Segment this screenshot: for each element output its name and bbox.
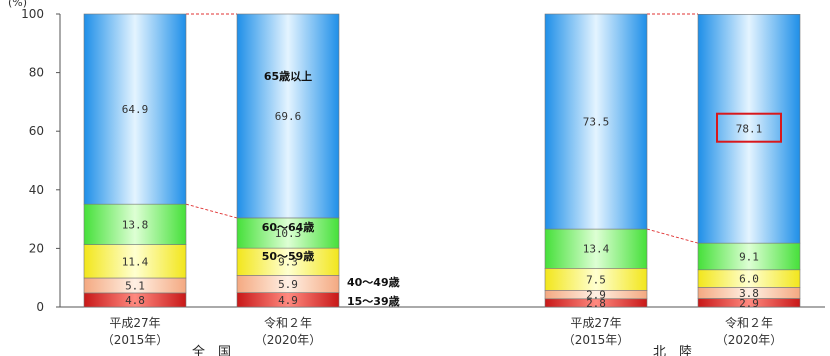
segment-value-label: 11.4 xyxy=(122,255,149,268)
segment-value-label: 4.9 xyxy=(278,294,298,307)
segment-value-label: 13.8 xyxy=(122,218,149,231)
segment-value-label: 73.5 xyxy=(583,116,610,129)
category-label-western: （2015年） xyxy=(563,333,630,347)
segment-value-label: 6.0 xyxy=(739,273,759,286)
segment-value-label: 2.9 xyxy=(739,297,759,310)
segment-value-label: 5.1 xyxy=(125,279,145,292)
segment-value-label: 9.3 xyxy=(278,256,298,269)
series-annotation: 60～64歳 xyxy=(262,220,315,234)
group-label: 北 陸 xyxy=(653,344,692,356)
category-label-year: 平成27年 xyxy=(109,316,160,330)
segment-value-label: 2.8 xyxy=(586,297,606,310)
bar-segment xyxy=(544,228,648,269)
segment-value-label: 5.9 xyxy=(278,278,298,291)
y-tick-label: 20 xyxy=(29,241,44,255)
annotations: 65歳以上 60～64歳 50～59歳 40～49歳 15～39歳 xyxy=(262,69,400,308)
y-axis: 0 20 40 60 80 100 xyxy=(21,7,825,314)
unit-label: (%) xyxy=(8,0,27,9)
segment-value-label: 7.5 xyxy=(586,273,606,286)
segment-value-label: 9.1 xyxy=(739,250,759,263)
series-annotation: 50～59歳 xyxy=(262,249,315,263)
segment-value-label: 2.9 xyxy=(586,289,606,302)
category-label-year: 平成27年 xyxy=(570,316,621,330)
segment-value-label: 10.3 xyxy=(275,227,302,240)
bar-segment xyxy=(697,242,801,271)
connector-line xyxy=(185,203,238,219)
highlight-box xyxy=(716,112,782,143)
series-annotation: 40～49歳 xyxy=(347,275,400,289)
segment-value-label: 4.8 xyxy=(125,294,145,307)
series-annotation: 65歳以上 xyxy=(264,69,312,83)
y-tick-label: 60 xyxy=(29,124,44,138)
group-labels: 全 国北 陸 xyxy=(192,344,692,356)
bar-stack: 2.93.86.0 9.1 78.1 xyxy=(697,13,801,310)
bar-segment xyxy=(697,13,801,244)
segment-value-label: 69.6 xyxy=(275,110,302,123)
y-tick-label: 40 xyxy=(29,183,44,197)
segment-value-label: 78.1 xyxy=(736,123,763,136)
bar-segment xyxy=(236,247,340,276)
group-label: 全 国 xyxy=(192,344,231,356)
category-label-western: （2020年） xyxy=(716,333,783,347)
y-tick-label: 100 xyxy=(21,7,44,21)
y-tick-label: 80 xyxy=(29,66,44,80)
category-label-year: 令和２年 xyxy=(264,315,312,330)
segment-value-label: 64.9 xyxy=(122,103,149,116)
series-annotation: 15～39歳 xyxy=(347,294,400,308)
bar-stack: 4.8 5.1 11.4 13.8 64.9 xyxy=(83,13,187,308)
category-labels: 平成27年 （2015年） 令和２年 （2020年） 平成27年 （2015年） 令和２年 （… xyxy=(102,315,783,347)
connector-lines xyxy=(185,13,699,244)
bar-segment xyxy=(544,13,648,230)
bar-segment xyxy=(236,13,340,219)
bar-segment xyxy=(236,217,340,249)
y-tick-label: 0 xyxy=(36,300,44,314)
category-label-western: （2015年） xyxy=(102,333,169,347)
category-label-year: 令和２年 xyxy=(725,315,773,330)
bar-stack: 4.9 5.9 9.3 10.3 69.6 xyxy=(236,13,340,308)
segment-value-label: 3.8 xyxy=(739,287,759,300)
segment-value-label: 13.4 xyxy=(583,243,610,256)
connector-line xyxy=(646,228,699,244)
bar-segment xyxy=(83,203,187,245)
bar-segment xyxy=(83,13,187,205)
bar-stack: 2.82.9 7.5 13.4 73.5 xyxy=(544,13,648,310)
category-label-western: （2020年） xyxy=(255,333,322,347)
bars: 4.85.111.413.864.94.95.99.310.369.62.82.… xyxy=(83,13,801,310)
